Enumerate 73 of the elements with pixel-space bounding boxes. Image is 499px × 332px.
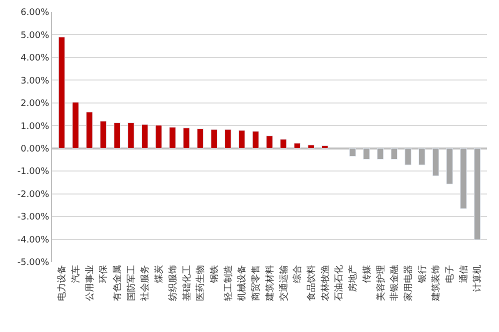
x-tick-label: 有色金属 (112, 264, 124, 301)
x-tick-label: 传媒 (361, 264, 372, 283)
x-tick-label: 计算机 (472, 264, 484, 292)
bar (404, 148, 412, 166)
bar (418, 148, 426, 166)
x-tick-label: 国防军工 (126, 264, 137, 301)
y-tick-label: -4.00% (17, 235, 50, 246)
x-tick-label: 电力设备 (56, 264, 68, 301)
y-tick-label: 6.00% (20, 8, 50, 18)
bar (432, 148, 440, 176)
x-tick-label: 农林牧渔 (320, 264, 331, 301)
y-tick-label: 1.00% (20, 122, 50, 132)
bar (266, 136, 273, 149)
y-tick-label: -3.00% (17, 212, 50, 223)
bar (446, 148, 453, 184)
bar (183, 128, 190, 149)
x-tick-label: 交通运输 (278, 264, 290, 301)
bar (100, 120, 107, 149)
bar (238, 130, 246, 149)
bar (322, 145, 328, 149)
bar (169, 126, 176, 149)
bar (460, 148, 467, 209)
y-tick-label: -5.00% (17, 258, 50, 268)
y-tick-label: 5.00% (20, 30, 50, 41)
x-tick-label: 食品饮料 (306, 264, 317, 301)
bar (86, 112, 93, 149)
bar (474, 148, 481, 240)
bar (128, 122, 134, 149)
bar (363, 148, 370, 160)
bar (252, 131, 260, 149)
bar (390, 148, 398, 160)
bar (155, 124, 162, 149)
y-tick-label: -2.00% (17, 190, 50, 200)
x-tick-label: 医药生物 (195, 264, 206, 301)
bar (224, 129, 232, 149)
bar (280, 139, 287, 149)
x-tick-label: 基础化工 (181, 264, 192, 301)
bar (196, 128, 204, 149)
x-tick-label: 煤炭 (154, 264, 165, 283)
y-tick-label: 2.00% (20, 99, 50, 110)
x-tick-label: 通信 (458, 264, 470, 283)
x-tick-label: 综合 (292, 264, 304, 283)
x-tick-label: 社会服务 (140, 264, 151, 301)
x-tick-label: 钢铁 (209, 264, 220, 284)
x-tick-label: 环保 (98, 264, 110, 283)
x-tick-label: 银行 (416, 264, 428, 284)
y-tick-label: 4.00% (20, 54, 50, 64)
bar (72, 102, 79, 149)
y-tick-label: 3.00% (20, 76, 50, 86)
x-tick-label: 商贸零售 (250, 264, 262, 301)
x-tick-label: 建筑装饰 (430, 264, 442, 302)
x-tick-label: 电子 (444, 264, 456, 283)
bar (58, 36, 66, 149)
bar (376, 148, 384, 160)
x-tick-label: 家用电器 (402, 264, 414, 301)
x-tick-label: 纺织服饰 (167, 264, 178, 301)
bar (308, 144, 314, 149)
x-tick-label: 石油石化 (334, 264, 345, 301)
x-tick-label: 建筑材料 (264, 264, 276, 302)
x-tick-label: 公用事业 (84, 264, 96, 301)
bar (210, 129, 218, 149)
x-tick-label: 机械设备 (236, 264, 248, 301)
bar (349, 148, 356, 157)
x-tick-label: 美容护理 (375, 264, 386, 301)
bar (141, 124, 148, 149)
x-tick-label: 汽车 (70, 264, 82, 283)
x-tick-label: 非银金融 (389, 264, 400, 301)
x-tick-label: 轻工制造 (222, 264, 234, 301)
y-tick-label: -1.00% (17, 167, 50, 178)
bar (294, 142, 301, 149)
y-tick-label: 0.00% (20, 144, 50, 155)
x-tick-label: 房地产 (348, 264, 359, 292)
bar (114, 122, 120, 149)
